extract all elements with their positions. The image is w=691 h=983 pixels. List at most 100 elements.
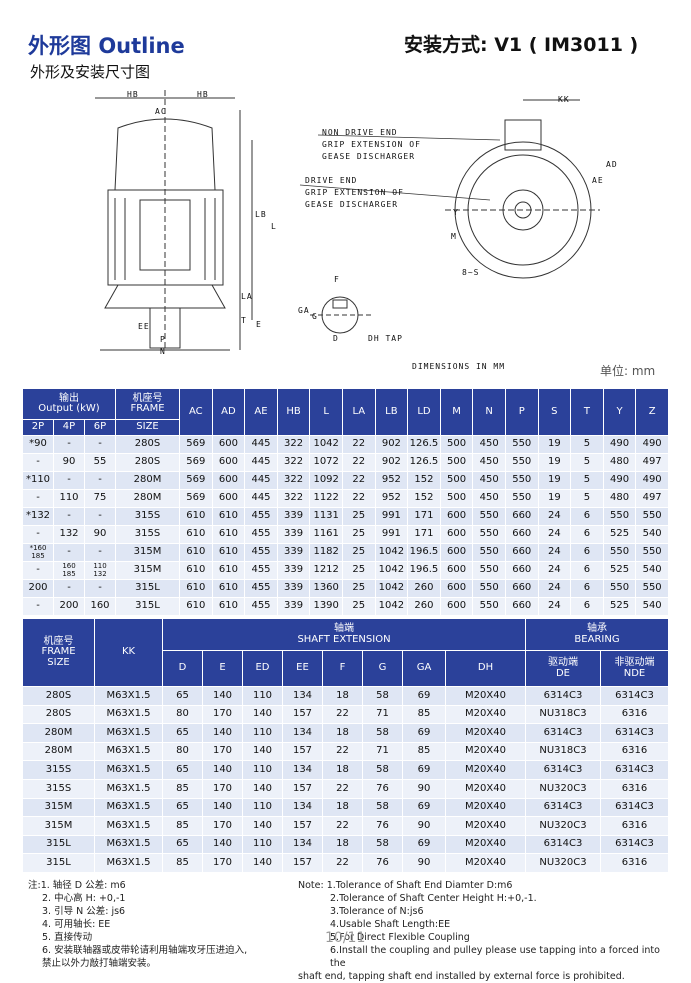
cell-text: 18 [336,801,349,813]
cell: 58 [362,723,403,743]
cell: NU320C3 [525,816,601,836]
header-cell: LD [407,388,441,436]
cell-text: - [67,438,71,450]
cell: 22 [341,489,376,508]
cell: - [83,543,117,562]
cell-text: 170 [212,782,233,794]
cell: 480 [602,453,637,472]
cell-text: Y [616,405,623,417]
cell-text: 196.5 [409,564,439,576]
cell-text: 550 [479,528,499,540]
cell: - [53,507,85,526]
cell: 6314C3 [600,834,669,855]
cell-text: 22 [352,492,366,504]
cell: 25 [341,507,376,526]
cell: 315L [115,579,181,598]
cell-text: 19 [547,492,561,504]
header-cell: F [322,650,363,687]
cell: *110 [22,471,54,490]
cell: 550 [602,543,637,562]
cell-text: 600 [218,456,238,468]
cell-text: 490 [609,474,630,486]
drawing-label: G [312,312,318,321]
cell: 660 [504,579,539,598]
cell-text: L [323,405,329,417]
cell-text: 90 [93,528,107,540]
cell-text: 170 [212,745,233,757]
cell-text: 76 [376,819,389,831]
cell-text: 85 [176,819,189,831]
cell-text: 160 185 [62,562,76,578]
cell: 55 [83,453,117,472]
cell: 90 [402,778,446,799]
cell: 280S [115,453,181,472]
cell: 22 [322,816,363,836]
cell-text: 140 [252,819,273,831]
cell: 952 [374,489,409,508]
cell: 660 [504,543,539,562]
cell-text: 550 [479,582,499,594]
cell-text: 110 [252,763,273,775]
cell: 6316 [600,853,669,873]
cell-text: 轴承 [587,623,607,634]
cell-text: 140 [212,838,233,850]
cell: 339 [276,543,311,562]
cell-text: 339 [284,510,304,522]
cell: 600 [211,453,246,472]
cell: 991 [374,507,409,526]
cell: 569 [179,435,213,454]
cell-text: 152 [414,474,434,486]
cell-text: 569 [186,492,206,504]
cell-text: NU318C3 [539,708,587,720]
cell-text: 22 [336,745,349,757]
cell: 569 [179,471,213,490]
cell: 6316 [600,741,669,762]
cell: 170 [202,741,243,762]
cell: 110 [53,489,85,508]
cell-text: 322 [284,492,304,504]
cell-text: 126.5 [409,438,439,450]
cell-text: 660 [512,546,532,558]
cell-text: 126.5 [409,456,439,468]
cell-text: - [98,474,102,486]
cell-text: M20X40 [465,856,506,868]
cell-text: 170 [212,819,233,831]
header-cell: GA [402,650,446,687]
cell-text: LA [352,405,366,417]
cell: M20X40 [445,686,526,706]
cell-text: 5 [583,456,591,468]
cell: 490 [602,471,637,490]
data-row: *110 - - 280M 569 600 445 322 1092 22 952 152 500 450… [22,471,669,490]
header-cell: 轴承 BEARING [525,618,669,651]
cell: 1161 [309,525,343,544]
cell-text: 6314C3 [543,726,583,738]
cell-text: 610 [218,528,238,540]
cell-text: 610 [218,564,238,576]
cell: 600 [211,435,246,454]
cell-text: 69 [417,801,431,813]
cell-text: 550 [512,456,532,468]
cell-text: 18 [336,726,349,738]
cell-text: 134 [292,689,313,701]
cell-text: 5 [583,474,591,486]
cell: M20X40 [445,760,526,780]
cell-text: 280M [133,474,162,486]
cell-text: 85 [417,745,431,757]
cell-text: S [551,405,558,417]
cell-text: AD [221,405,236,417]
cell-text: 952 [381,474,401,486]
drawing-label: AE [592,176,604,185]
cell: 600 [211,471,246,490]
cell-text: 22 [352,456,366,468]
cell-text: 22 [352,438,366,450]
cell-text: 6314C3 [615,763,654,775]
cell-text: 315L [46,856,71,868]
cell: 18 [322,686,363,706]
cell: 25 [341,561,376,580]
cell: 24 [537,579,572,598]
cell-text: 196.5 [409,546,439,558]
cell: 85 [402,704,446,725]
cell: 1212 [309,561,343,580]
cell-text: FRAME [41,646,76,658]
